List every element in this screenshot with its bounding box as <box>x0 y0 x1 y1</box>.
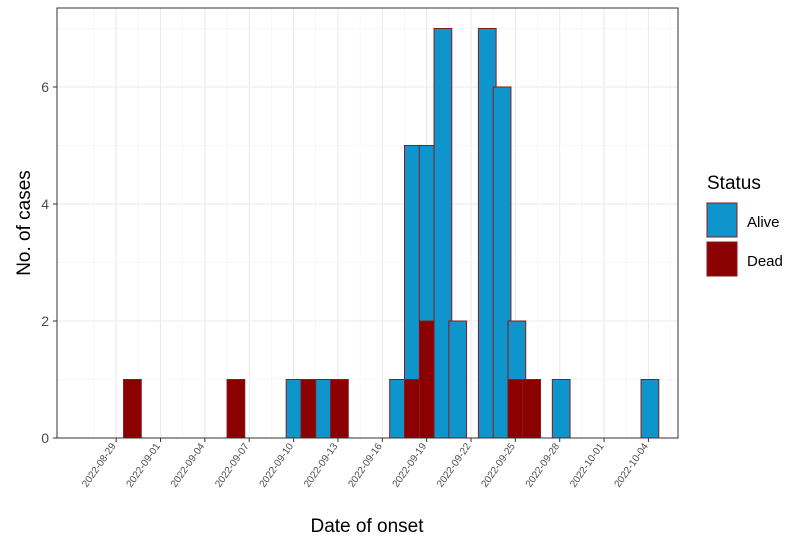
x-axis-title: Date of onset <box>310 516 424 537</box>
grid-lines <box>57 8 678 439</box>
legend-label-alive: Alive <box>747 214 780 231</box>
plot-panel-border <box>56 7 679 439</box>
bar-dead <box>226 378 246 439</box>
y-tick-label: 2 <box>41 313 49 329</box>
bar-dead <box>123 378 142 439</box>
bar-dead <box>522 378 541 439</box>
histogram-bars <box>123 27 660 439</box>
y-tick-label: 4 <box>41 196 49 212</box>
bar-dead <box>330 378 349 439</box>
y-axis-title: No. of cases <box>14 170 35 276</box>
legend-title: Status <box>707 173 761 194</box>
legend-key-dead <box>706 241 738 277</box>
bar-alive <box>448 320 468 439</box>
y-tick-label: 6 <box>41 79 49 95</box>
legend-key-alive <box>706 202 738 238</box>
bar-alive <box>551 378 571 439</box>
y-axis-ticks: 0 2 4 6 <box>41 79 57 446</box>
y-tick-label: 0 <box>41 430 49 446</box>
legend-label-dead: Dead <box>747 253 783 270</box>
bar-alive <box>640 378 660 439</box>
bar-alive <box>507 320 527 380</box>
legend: Status Alive Dead <box>706 173 783 277</box>
